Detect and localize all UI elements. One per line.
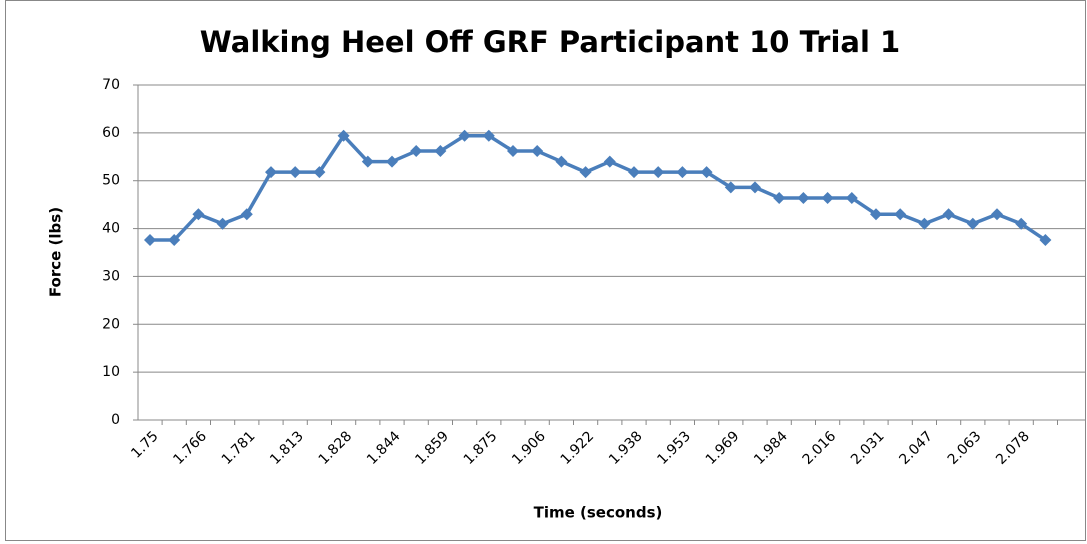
- chart-border: [5, 0, 1086, 541]
- x-tick-label: 1.859: [412, 428, 452, 468]
- point-marker: [240, 208, 253, 221]
- x-tick-label: 1.969: [703, 428, 743, 468]
- point-marker: [918, 217, 931, 230]
- y-tick-label: 70: [102, 77, 120, 93]
- y-tick-label: 30: [102, 268, 120, 284]
- point-marker: [265, 166, 277, 179]
- point-marker: [482, 129, 495, 142]
- y-tick-label: 40: [102, 221, 120, 237]
- point-marker: [507, 145, 519, 158]
- y-tick-label: 0: [111, 412, 120, 428]
- x-tick-label: 2.016: [800, 428, 840, 468]
- point-marker: [603, 155, 616, 168]
- point-marker: [773, 191, 786, 204]
- point-marker: [797, 191, 810, 204]
- point-marker: [410, 145, 423, 158]
- y-tick-label: 50: [102, 173, 120, 189]
- point-marker: [991, 208, 1003, 221]
- point-marker: [870, 208, 882, 221]
- x-tick-label: 1.844: [364, 428, 404, 468]
- point-marker: [1015, 217, 1028, 230]
- point-marker: [942, 208, 955, 221]
- x-tick-label: 1.984: [751, 428, 791, 468]
- x-tick-label: 1.906: [509, 428, 549, 468]
- point-marker: [749, 181, 761, 194]
- point-marker: [337, 129, 350, 142]
- y-tick-label: 20: [102, 316, 120, 332]
- x-tick-label: 2.063: [945, 428, 985, 468]
- point-marker: [168, 234, 181, 247]
- x-tick-label: 2.031: [848, 428, 888, 468]
- x-tick-label: 1.766: [170, 428, 210, 468]
- point-marker: [628, 166, 640, 179]
- point-marker: [555, 155, 568, 168]
- point-marker: [966, 217, 979, 230]
- line-series: [150, 133, 1047, 242]
- point-marker: [192, 208, 205, 221]
- x-tick-label: 1.875: [461, 428, 501, 468]
- x-tick-label: 1.75: [128, 428, 161, 461]
- point-marker: [386, 155, 398, 168]
- x-tick-label: 1.953: [654, 428, 694, 468]
- x-tick-label: 2.047: [896, 428, 936, 468]
- y-tick-label: 60: [102, 125, 120, 141]
- point-marker: [144, 234, 156, 247]
- x-tick-label: 2.078: [993, 428, 1033, 468]
- point-marker: [845, 191, 858, 204]
- point-marker: [458, 129, 471, 142]
- point-marker: [361, 155, 374, 168]
- point-marker: [1039, 234, 1052, 247]
- point-marker: [216, 217, 229, 230]
- point-marker: [821, 191, 834, 204]
- point-marker: [579, 166, 592, 179]
- point-marker: [724, 181, 737, 194]
- point-marker: [700, 166, 713, 179]
- y-tick-label: 10: [102, 364, 120, 380]
- x-tick-label: 1.938: [606, 428, 646, 468]
- point-marker: [313, 166, 326, 179]
- point-marker: [894, 208, 907, 221]
- x-tick-label: 1.813: [267, 428, 307, 468]
- chart-title: Walking Heel Off GRF Participant 10 Tria…: [200, 25, 900, 59]
- point-marker: [676, 166, 689, 179]
- point-marker: [652, 166, 665, 179]
- x-tick-label: 1.781: [219, 428, 259, 468]
- y-axis-title: Force (lbs): [47, 207, 65, 297]
- x-tick-label: 1.922: [558, 428, 598, 468]
- x-tick-label: 1.828: [316, 428, 356, 468]
- point-marker: [289, 166, 302, 179]
- point-marker: [434, 145, 447, 158]
- point-marker: [531, 145, 544, 158]
- x-axis-title: Time (seconds): [534, 504, 663, 522]
